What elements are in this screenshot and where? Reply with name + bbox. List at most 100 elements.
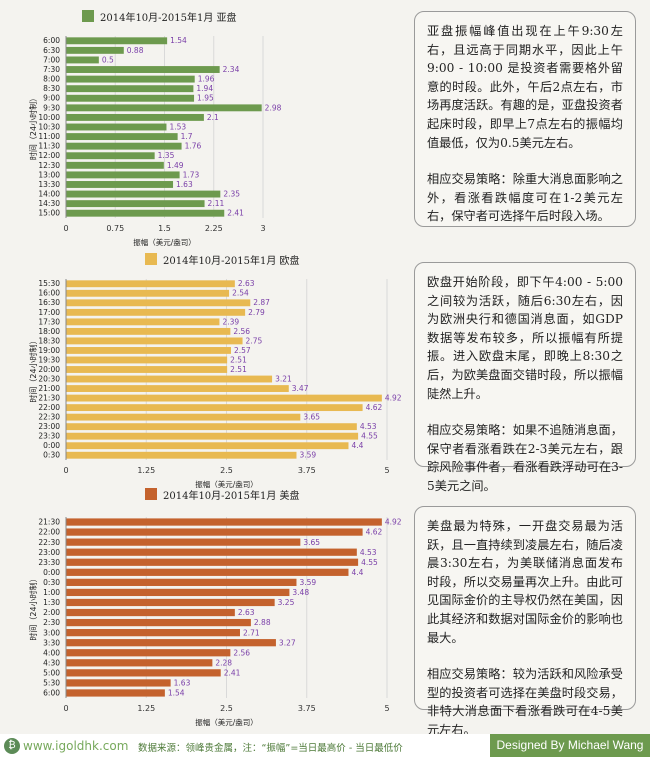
data-label: 1.7: [181, 132, 193, 141]
bar: [66, 423, 357, 431]
bar: [66, 375, 273, 383]
data-label: 2.51: [230, 355, 247, 364]
bar: [66, 133, 178, 141]
category-label: 12:00: [38, 151, 60, 160]
europe-legend-swatch: [145, 253, 157, 265]
x-tick-label: 1.5: [158, 224, 171, 233]
bar: [66, 649, 231, 657]
category-label: 15:30: [38, 279, 60, 288]
data-label: 2.41: [227, 209, 244, 218]
category-label: 10:30: [38, 122, 60, 131]
bar: [66, 209, 225, 217]
bar: [66, 66, 220, 73]
category-label: 10:00: [38, 113, 60, 122]
data-label: 2.35: [223, 190, 240, 199]
data-label: 3.25: [278, 598, 295, 607]
x-tick-label: 0: [63, 466, 68, 475]
data-label: 1.49: [167, 161, 184, 170]
category-label: 17:30: [38, 317, 60, 326]
data-label: 2.34: [223, 65, 240, 74]
europe-note-strategy: 相应交易策略：如果不追随消息面，保守者看涨看跌在2-3美元左右，跟踪风险事件者，…: [427, 423, 623, 493]
data-label: 3.59: [299, 578, 316, 587]
data-label: 2.51: [230, 365, 247, 374]
asia-chart: 2014年10月-2015年1月 亚盘 0 0.75 1.5 2.25 3 6:00 1.5…: [0, 6, 410, 246]
bar: [66, 56, 99, 64]
x-tick-label: 2.25: [205, 224, 223, 233]
data-label: 4.62: [366, 403, 383, 412]
bar: [66, 123, 167, 131]
data-label: 4.92: [385, 518, 402, 527]
bar: [66, 171, 180, 179]
bar: [66, 299, 251, 307]
europe-chart: 2014年10月-2015年1月 欧盘 0 1.25 2.5 3.75 5 15:30 2.…: [0, 249, 410, 489]
category-label: 8:00: [43, 75, 60, 84]
bar: [66, 528, 363, 536]
data-label: 2.63: [238, 279, 255, 288]
category-label: 14:30: [38, 199, 60, 208]
data-label: 1.94: [196, 84, 213, 93]
data-label: 1.63: [174, 679, 191, 688]
category-label: 4:00: [43, 648, 60, 657]
bar: [66, 190, 221, 198]
bar: [66, 413, 301, 421]
category-label: 5:00: [43, 668, 60, 677]
bar: [66, 366, 228, 373]
category-label: 19:00: [38, 346, 60, 355]
bar: [66, 37, 168, 45]
x-tick-label: 0: [63, 224, 68, 233]
category-label: 11:00: [38, 132, 60, 141]
footer-source-note: 数据来源：领峰贵金属，注：“振幅”=当日最高价 - 当日最低价: [138, 743, 403, 754]
data-label: 2.56: [233, 648, 250, 657]
category-label: 6:00: [43, 689, 60, 698]
bar: [66, 404, 363, 412]
data-label: 4.62: [366, 528, 383, 537]
bar: [66, 608, 235, 617]
footer-site-link[interactable]: www.igoldhk.com: [23, 739, 129, 753]
data-label: 0.5: [102, 55, 114, 64]
bar: [66, 598, 275, 607]
x-tick-label: 0.75: [106, 224, 124, 233]
bar: [66, 518, 382, 526]
bar: [66, 451, 297, 459]
category-label: 5:30: [43, 679, 60, 688]
data-label: 1.73: [183, 170, 200, 179]
data-label: 3.47: [292, 384, 309, 393]
data-label: 2.88: [254, 618, 271, 627]
us-note-strategy: 相应交易策略：较为活跃和风险承受型的投资者可选择在美盘时段交易，非特大消息面下看…: [427, 667, 623, 737]
data-label: 2.54: [232, 289, 249, 298]
y-axis-title: 时间（24小时制）: [28, 336, 38, 402]
category-label: 0:30: [43, 578, 60, 587]
bar: [66, 104, 262, 112]
europe-note: 欧盘开始阶段，即下午4:00 - 5:00之间较为活跃，随后6:30左右，因为欧…: [414, 262, 636, 493]
data-label: 2.63: [238, 608, 255, 617]
bar: [66, 318, 220, 326]
data-label: 1.76: [185, 142, 202, 151]
europe-note-analysis: 欧盘开始阶段，即下午4:00 - 5:00之间较为活跃，随后6:30左右，因为欧…: [427, 275, 623, 401]
data-label: 2.56: [233, 327, 250, 336]
category-label: 1:00: [43, 588, 60, 597]
category-label: 18:00: [38, 327, 60, 336]
category-label: 1:30: [43, 598, 60, 607]
us-bar-chart: 0 1.25 2.5 3.75 5 21:30 4.92 22:00 4.62 22:30 3.65…: [28, 517, 402, 727]
category-label: 23:30: [38, 558, 60, 567]
data-label: 2.39: [222, 317, 239, 326]
bar: [66, 618, 251, 627]
data-label: 2.71: [243, 628, 260, 637]
x-axis-title: 振幅（美元/盎司）: [195, 479, 258, 489]
category-label: 9:00: [43, 94, 60, 103]
bar: [66, 689, 165, 697]
bar: [66, 568, 349, 576]
bar: [66, 679, 171, 687]
us-note: 美盘最为特殊，一开盘交易最为活跃，且一直持续到凌晨左右，随后凌晨3:30左右，为…: [414, 506, 636, 737]
footer: ₿ www.igoldhk.com 数据来源：领峰贵金属，注：“振幅”=当日最高…: [0, 734, 650, 757]
bar: [66, 152, 155, 160]
europe-legend-title: 2014年10月-2015年1月 欧盘: [163, 256, 300, 267]
us-note-analysis: 美盘最为特殊，一开盘交易最为活跃，且一直持续到凌晨左右，随后凌晨3:30左右，为…: [427, 519, 623, 645]
category-label: 0:30: [43, 451, 60, 460]
data-label: 3.48: [292, 588, 309, 597]
gold-coin-icon: ₿: [4, 738, 20, 754]
category-label: 18:30: [38, 336, 60, 345]
data-label: 2.41: [224, 668, 241, 677]
data-label: 2.79: [248, 308, 265, 317]
bar: [66, 548, 357, 556]
